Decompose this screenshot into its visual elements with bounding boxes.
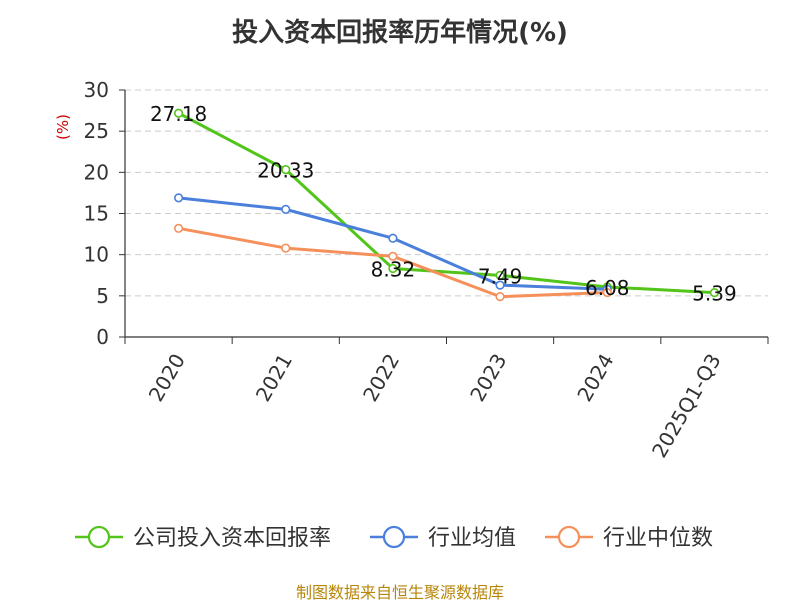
data-label: 8.32 — [371, 257, 416, 281]
data-point-industry_median — [602, 287, 612, 298]
data-point-industry_avg — [173, 193, 184, 203]
legend-label: 行业均值 — [428, 526, 516, 551]
legend-item-company: 公司投入资本回报率 — [75, 525, 331, 551]
data-label: 6.08 — [585, 276, 630, 300]
chart-title: 投入资本回报率历年情况(%) — [232, 18, 568, 48]
y-tick-label: 20 — [84, 160, 109, 184]
legend-label: 行业中位数 — [603, 526, 713, 551]
x-tick-label: 2022 — [358, 350, 404, 406]
data-label: 27.18 — [150, 102, 207, 126]
data-label: 7.49 — [478, 264, 523, 288]
data-point-company — [709, 288, 720, 298]
data-point-company — [495, 270, 505, 280]
legend-item-industry_avg: 行业均值 — [370, 525, 516, 551]
x-tick-label: 2023 — [465, 350, 511, 406]
x-tick-label: 2025Q1-Q3 — [647, 350, 726, 462]
data-point-industry_avg — [388, 233, 398, 243]
data-label: 5.39 — [692, 282, 737, 306]
y-tick-label: 10 — [84, 243, 109, 267]
data-point-industry_median — [495, 292, 505, 302]
x-tick-label: 2024 — [572, 350, 618, 406]
data-point-company — [388, 263, 398, 274]
x-tick-label: 2021 — [251, 350, 297, 406]
legend-marker — [382, 525, 406, 549]
series-line-company — [177, 111, 715, 295]
y-tick-label: 0 — [96, 325, 109, 349]
data-point-industry_avg — [495, 280, 505, 290]
source-note: 制图数据来自恒生聚源数据库 — [295, 583, 504, 602]
legend-marker — [557, 525, 581, 549]
legend-item-industry_median: 行业中位数 — [545, 525, 713, 551]
data-point-industry_median — [281, 243, 291, 253]
data-point-industry_median — [173, 223, 184, 233]
y-axis-unit-label: (%) — [54, 114, 72, 140]
data-point-industry_median — [388, 251, 398, 261]
y-tick-label: 25 — [84, 119, 109, 143]
y-tick-label: 30 — [84, 78, 109, 102]
legend-marker — [87, 525, 111, 549]
y-tick-label: 15 — [84, 202, 109, 226]
data-point-company — [173, 108, 184, 118]
y-tick-label: 5 — [96, 284, 109, 308]
x-tick-label: 2020 — [144, 350, 190, 406]
legend-label: 公司投入资本回报率 — [133, 526, 331, 551]
data-label: 20.33 — [257, 159, 314, 183]
data-point-industry_avg — [281, 204, 291, 214]
data-point-company — [281, 165, 291, 175]
